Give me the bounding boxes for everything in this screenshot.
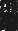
Polygon shape (2, 1, 13, 2)
Polygon shape (7, 21, 9, 23)
Text: 10: 10 (16, 0, 18, 11)
Polygon shape (9, 23, 14, 24)
Polygon shape (6, 25, 14, 26)
Polygon shape (9, 21, 11, 23)
Polygon shape (6, 26, 12, 27)
Text: -24-: -24- (0, 2, 18, 20)
Polygon shape (12, 23, 14, 24)
Polygon shape (9, 25, 12, 26)
Text: -28-: -28- (0, 14, 18, 31)
Text: -32-: -32- (0, 16, 18, 30)
Text: 12: 12 (16, 4, 18, 22)
Polygon shape (6, 21, 8, 23)
Polygon shape (9, 24, 11, 26)
Text: -32-: -32- (0, 18, 18, 31)
Text: -28-: -28- (0, 0, 18, 15)
Polygon shape (6, 25, 14, 27)
Polygon shape (6, 21, 9, 23)
Text: -32-: -32- (0, 18, 18, 31)
Polygon shape (6, 24, 9, 25)
Polygon shape (7, 23, 11, 24)
Polygon shape (6, 25, 8, 27)
Polygon shape (9, 21, 11, 23)
Text: -30-: -30- (0, 14, 18, 31)
Polygon shape (1, 14, 14, 15)
Polygon shape (6, 23, 8, 24)
Polygon shape (9, 24, 14, 25)
Text: 32: 32 (0, 15, 17, 31)
Polygon shape (9, 24, 11, 26)
Polygon shape (9, 23, 11, 24)
Polygon shape (9, 21, 11, 22)
Polygon shape (7, 24, 11, 25)
Polygon shape (9, 21, 11, 23)
Polygon shape (7, 25, 9, 26)
Text: -32-: -32- (0, 19, 18, 31)
Text: 26: 26 (14, 15, 18, 31)
Polygon shape (6, 24, 8, 26)
Text: 32: 32 (0, 17, 17, 31)
Polygon shape (9, 21, 14, 23)
Text: -32-: -32- (0, 16, 18, 30)
Polygon shape (6, 25, 7, 26)
Polygon shape (7, 24, 9, 26)
Polygon shape (9, 23, 11, 24)
Polygon shape (7, 23, 9, 24)
Text: 20: 20 (0, 0, 17, 10)
Text: -30-: -30- (0, 0, 18, 15)
Polygon shape (7, 22, 12, 26)
Text: 32: 32 (0, 14, 17, 31)
Text: 22: 22 (2, 12, 18, 29)
Polygon shape (7, 21, 11, 23)
Polygon shape (7, 21, 11, 23)
Polygon shape (9, 21, 14, 23)
Text: 22: 22 (16, 0, 18, 13)
Text: 16: 16 (0, 12, 18, 29)
Polygon shape (7, 23, 9, 24)
Text: 18: 18 (0, 13, 16, 31)
Polygon shape (9, 23, 11, 24)
Polygon shape (12, 24, 14, 26)
Text: Fig. 2: Fig. 2 (0, 17, 18, 31)
Text: 16: 16 (16, 0, 18, 15)
Polygon shape (9, 23, 14, 24)
Polygon shape (9, 23, 11, 24)
Polygon shape (12, 23, 14, 24)
Polygon shape (12, 21, 14, 23)
Text: -32-: -32- (0, 15, 18, 29)
Polygon shape (2, 15, 14, 16)
Text: -26-: -26- (0, 2, 18, 20)
Text: 24: 24 (0, 19, 18, 31)
Text: 14: 14 (16, 2, 18, 19)
Text: 12: 12 (12, 18, 18, 31)
Polygon shape (8, 2, 13, 14)
Polygon shape (2, 2, 8, 14)
Polygon shape (9, 21, 11, 23)
Polygon shape (7, 23, 11, 24)
Polygon shape (7, 21, 9, 23)
Text: 18: 18 (0, 0, 12, 11)
Text: 20: 20 (0, 12, 18, 30)
Polygon shape (6, 23, 9, 24)
Polygon shape (11, 21, 14, 22)
Polygon shape (12, 21, 14, 23)
Text: 10: 10 (2, 13, 18, 30)
Text: Fig. 1: Fig. 1 (0, 0, 18, 19)
